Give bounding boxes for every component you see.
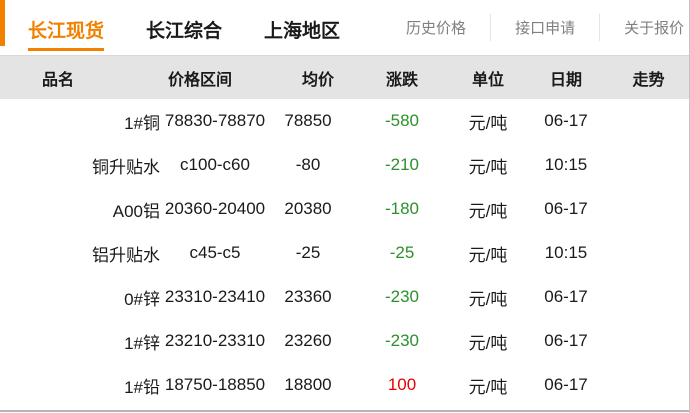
cell-product-name: 1#铅 [124,377,160,397]
column-header-trend: 走势 [632,71,665,89]
cell-date: 06-17 [544,331,588,350]
cell-price-range: 78830-78870 [164,111,266,130]
cell-unit: 元/吨 [468,157,508,177]
cell-date: 10:15 [544,155,588,174]
cell-unit: 元/吨 [468,113,508,133]
cell-avg-price: -25 [295,243,321,262]
cell-date: 10:15 [544,243,588,262]
cell-change: -25 [389,243,415,262]
tab-changjiang-spot[interactable]: 长江现货 [28,1,105,55]
column-header-product-name: 品名 [41,71,74,89]
cell-avg-price: -80 [295,155,321,174]
accent-bar [0,0,5,46]
cell-date: 06-17 [544,111,588,130]
tab-bar: 长江现货 长江综合 上海地区 [0,0,382,55]
cell-unit: 元/吨 [468,289,508,309]
cell-price-range: c100-c60 [180,155,250,174]
cell-date: 06-17 [544,375,588,394]
cell-change: -580 [384,111,420,130]
cell-product-name: 1#铜 [124,113,160,133]
table-row: 1#铅 18750-18850 18800 100 元/吨 06-17 [0,363,689,407]
column-header-price-range: 价格区间 [167,71,232,89]
cell-unit: 元/吨 [468,245,508,265]
cell-price-range: c45-c5 [189,243,241,262]
column-header-avg-price: 均价 [301,71,334,89]
column-header-date: 日期 [549,71,582,89]
cell-unit: 元/吨 [468,377,508,397]
table-row: A00铝 20360-20400 20380 -180 元/吨 06-17 [0,187,689,231]
cell-unit: 元/吨 [468,201,508,221]
bottom-divider [0,410,689,412]
cell-change: -180 [384,199,420,218]
cell-product-name: 0#锌 [124,289,160,309]
cell-price-range: 20360-20400 [164,199,266,218]
table-row: 0#锌 23310-23410 23360 -230 元/吨 06-17 [0,275,689,319]
table-row: 1#铜 78830-78870 78850 -580 元/吨 06-17 [0,99,689,143]
column-header-unit: 单位 [471,71,504,89]
nav-links: 历史价格 接口申请 关于报价 [382,0,690,55]
cell-price-range: 23210-23310 [164,331,266,350]
nav-link-api-apply[interactable]: 接口申请 [490,14,599,41]
nav-link-about-quotes[interactable]: 关于报价 [599,14,690,41]
cell-price-range: 23310-23410 [164,287,266,306]
cell-avg-price: 20380 [284,199,332,218]
cell-date: 06-17 [544,287,588,306]
cell-avg-price: 18800 [284,375,332,394]
cell-product-name: A00铝 [112,201,160,221]
table-row: 铜升贴水 c100-c60 -80 -210 元/吨 10:15 [0,143,689,187]
cell-change: 100 [387,375,417,394]
cell-change: -230 [384,287,420,306]
cell-product-name: 铜升贴水 [92,157,160,177]
cell-avg-price: 78850 [284,111,332,130]
column-header-change: 涨跌 [385,71,418,89]
cell-product-name: 铝升贴水 [92,245,160,265]
cell-price-range: 18750-18850 [164,375,266,394]
table-body: 1#铜 78830-78870 78850 -580 元/吨 06-17 铜升贴… [0,99,689,407]
table-row: 铝升贴水 c45-c5 -25 -25 元/吨 10:15 [0,231,689,275]
nav-link-history-price[interactable]: 历史价格 [406,20,467,37]
cell-product-name: 1#锌 [124,333,160,353]
cell-avg-price: 23260 [284,331,332,350]
top-nav: 长江现货 长江综合 上海地区 历史价格 接口申请 关于报价 [0,0,689,55]
cell-date: 06-17 [544,199,588,218]
cell-change: -210 [384,155,420,174]
tab-changjiang-composite[interactable]: 长江综合 [146,20,223,42]
tab-shanghai-region[interactable]: 上海地区 [264,20,341,42]
cell-change: -230 [384,331,420,350]
table-header: 品名 价格区间 均价 涨跌 单位 日期 走势 [0,55,689,99]
cell-avg-price: 23360 [284,287,332,306]
cell-unit: 元/吨 [468,333,508,353]
table-row: 1#锌 23210-23310 23260 -230 元/吨 06-17 [0,319,689,363]
